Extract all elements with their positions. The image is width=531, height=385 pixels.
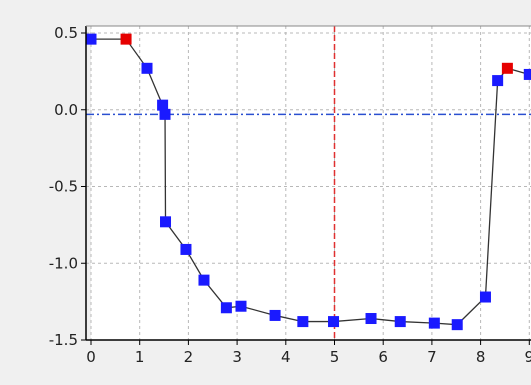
data-marker-3 <box>157 99 169 111</box>
x-tick-label-9: 9 <box>525 348 531 366</box>
x-tick-label-6: 6 <box>378 348 388 366</box>
y-tick-label--0.5: -0.5 <box>49 178 78 196</box>
data-marker-12 <box>328 316 340 328</box>
x-tick-label-5: 5 <box>330 348 340 366</box>
reference-lines <box>86 26 531 340</box>
data-marker-6 <box>180 243 192 255</box>
x-tick-label-0: 0 <box>86 348 96 366</box>
plot-area <box>91 26 531 340</box>
markers-layer <box>85 33 531 331</box>
data-marker-18 <box>492 75 504 87</box>
data-marker-9 <box>235 300 247 312</box>
tick-labels-layer: 0 1 2 3 4 5 6 7 8 9 0.5 0.0 -0.5 -1.0 -1.5 <box>49 24 531 366</box>
x-tick-label-7: 7 <box>427 348 437 366</box>
data-marker-8 <box>220 302 232 314</box>
data-marker-0 <box>85 33 97 45</box>
y-tick-label--1.0: -1.0 <box>49 254 78 272</box>
highlight-marker-1 <box>120 33 132 45</box>
y-tick-label--1.5: -1.5 <box>49 331 78 349</box>
data-marker-16 <box>451 319 463 331</box>
y-tick-label-0.0: 0.0 <box>54 101 78 119</box>
data-marker-14 <box>394 316 406 328</box>
highlight-marker-19 <box>501 62 513 74</box>
data-marker-15 <box>428 317 440 329</box>
y-tick-label-0.5: 0.5 <box>54 24 78 42</box>
data-marker-10 <box>269 309 281 321</box>
data-marker-2 <box>141 62 153 74</box>
x-tick-label-2: 2 <box>184 348 194 366</box>
data-marker-20 <box>523 68 531 80</box>
x-tick-label-1: 1 <box>135 348 145 366</box>
data-marker-7 <box>198 274 210 286</box>
axis-layer <box>81 25 531 345</box>
data-marker-5 <box>160 216 172 228</box>
data-marker-17 <box>479 291 491 303</box>
x-tick-label-8: 8 <box>476 348 486 366</box>
data-marker-4 <box>159 108 171 120</box>
data-marker-13 <box>365 313 377 325</box>
x-tick-label-3: 3 <box>232 348 242 366</box>
data-marker-11 <box>297 316 309 328</box>
x-tick-label-4: 4 <box>281 348 291 366</box>
